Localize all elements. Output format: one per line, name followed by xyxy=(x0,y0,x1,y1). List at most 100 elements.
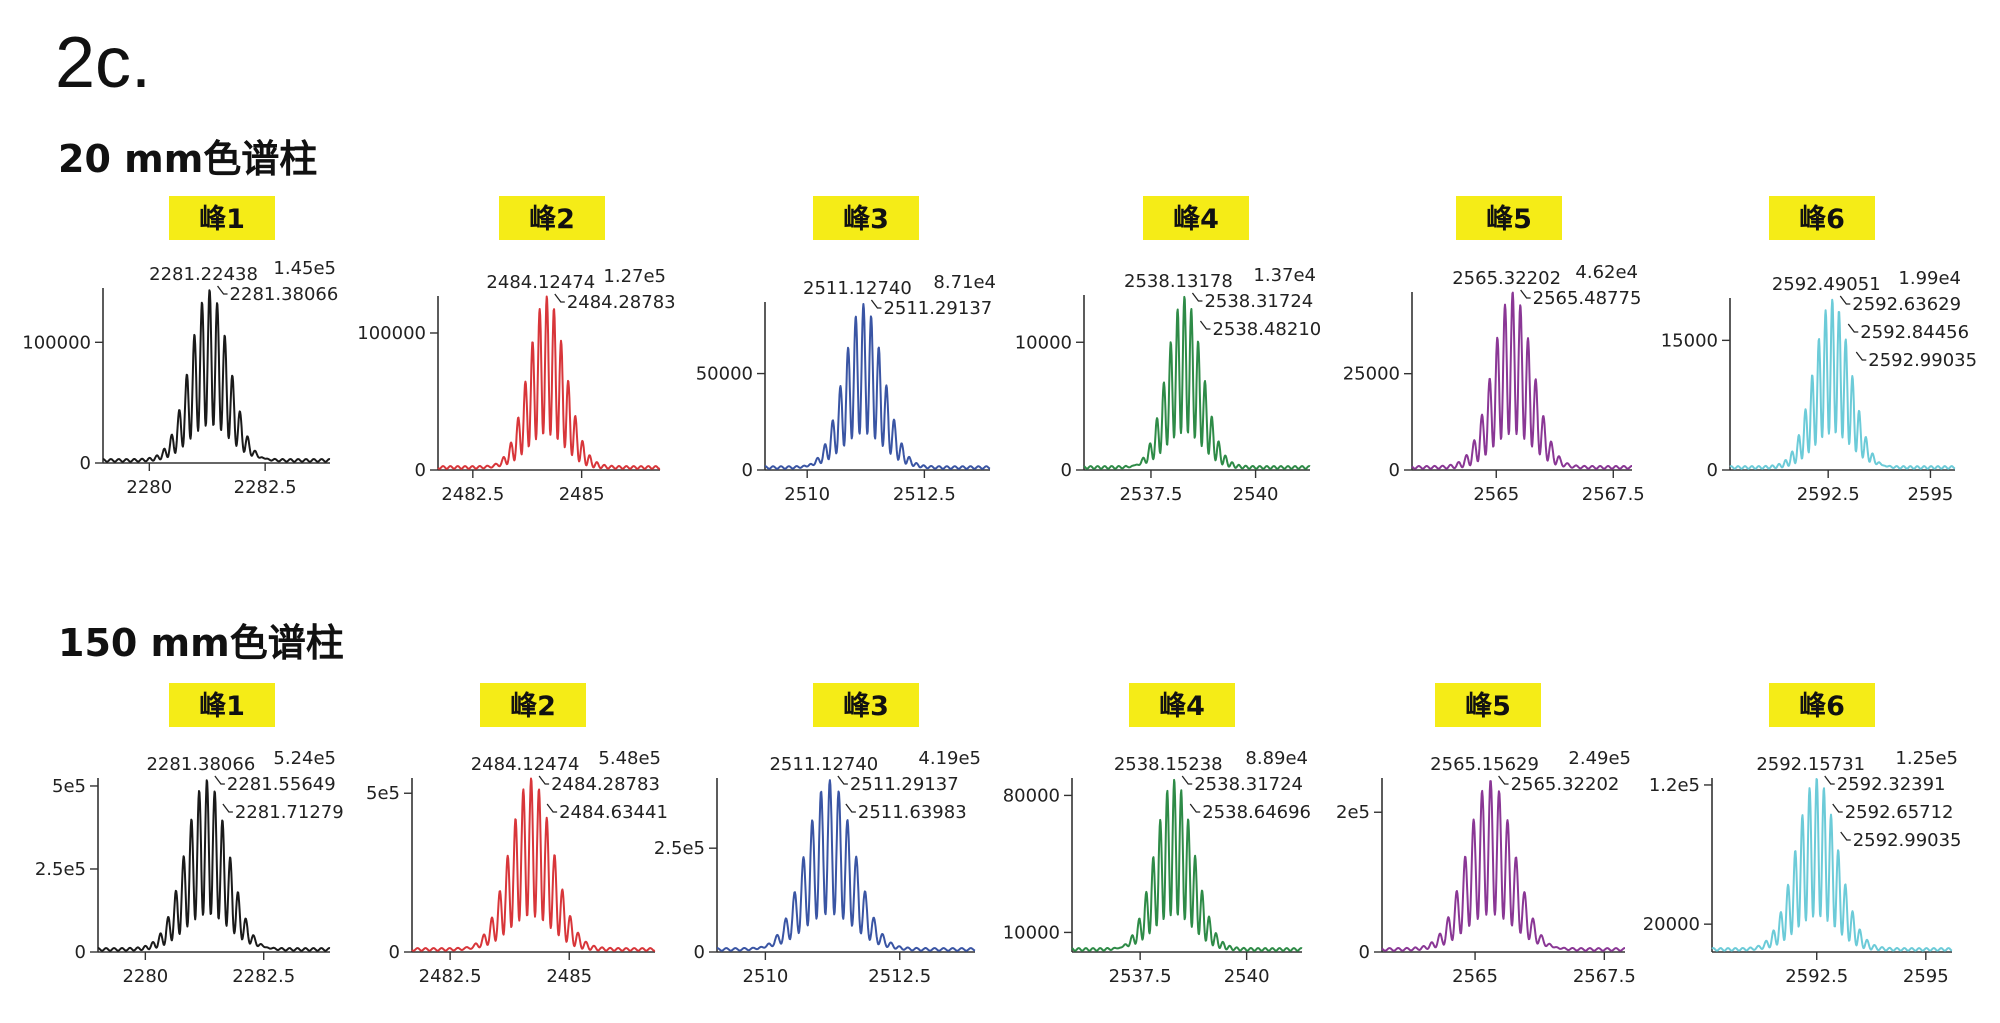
intensity-label: 5.48e5 xyxy=(598,748,661,769)
spectrum-panel: 峰5 2565 2567.5 0 25000 4.62e4 2565.322022565.4… xyxy=(1343,196,1645,505)
intensity-label: 1.27e5 xyxy=(603,266,666,287)
spectrum-trace xyxy=(1729,298,1956,470)
spectrum-trace xyxy=(1711,778,1953,952)
x-tick-label: 2485 xyxy=(559,484,605,505)
section-title-150mm: 150 mm色谱柱 xyxy=(58,621,344,665)
peak-leader-line xyxy=(845,803,856,813)
peak-mz-annotation: 2484.28783 xyxy=(567,292,676,313)
y-tick-label: 50000 xyxy=(696,364,753,385)
intensity-label: 8.89e4 xyxy=(1245,748,1308,769)
spectrum-trace xyxy=(411,777,656,952)
y-tick-label: 0 xyxy=(694,942,705,963)
x-tick-label: 2510 xyxy=(784,484,830,505)
peak-mz-annotation: 2592.49051 xyxy=(1772,274,1881,295)
peak-label-badge xyxy=(1129,683,1235,727)
spectrum-panel: 峰1 2280 2282.5 0 100000 1.45e5 2281.224382281.… xyxy=(22,196,338,498)
spectrum-panel: 峰3 2510 2512.5 0 50000 8.71e4 2511.127402511.2… xyxy=(696,196,996,505)
spectrum-panel: 峰5 2565 2567.5 0 2e5 2.49e5 2565.156292565.322… xyxy=(1336,683,1636,987)
peak-mz-annotation: 2511.12740 xyxy=(769,754,878,775)
peak-label: 峰2 xyxy=(529,204,575,235)
peak-mz-annotation: 2281.22438 xyxy=(149,264,258,285)
peak-label: 峰4 xyxy=(1159,691,1205,722)
x-tick-label: 2485 xyxy=(546,966,592,987)
spectrum-trace xyxy=(102,289,331,463)
peak-label-badge xyxy=(1456,196,1562,240)
peak-leader-line xyxy=(222,803,233,813)
x-tick-label: 2592.5 xyxy=(1797,484,1860,505)
intensity-label: 5.24e5 xyxy=(273,748,336,769)
x-tick-label: 2280 xyxy=(126,477,172,498)
peak-mz-annotation: 2511.63983 xyxy=(858,802,967,823)
spectrum-trace xyxy=(1071,778,1303,952)
x-tick-label: 2595 xyxy=(1903,966,1949,987)
peak-mz-annotation: 2511.29137 xyxy=(850,774,959,795)
peak-mz-annotation: 2592.63629 xyxy=(1852,294,1961,315)
x-tick-label: 2567.5 xyxy=(1573,966,1636,987)
peak-mz-annotation: 2565.15629 xyxy=(1430,754,1539,775)
peak-label-badge xyxy=(1435,683,1541,727)
intensity-label: 1.37e4 xyxy=(1253,265,1316,286)
x-tick-label: 2537.5 xyxy=(1109,966,1172,987)
peak-label-badge xyxy=(813,196,919,240)
peak-label: 峰5 xyxy=(1486,204,1532,235)
y-tick-label: 0 xyxy=(75,942,86,963)
x-tick-label: 2512.5 xyxy=(868,966,931,987)
peak-mz-annotation: 2592.65712 xyxy=(1845,802,1954,823)
peak-label-badge xyxy=(480,683,586,727)
peak-label: 峰6 xyxy=(1799,204,1845,235)
peak-mz-annotation: 2484.12474 xyxy=(486,272,595,293)
peak-mz-annotation: 2281.55649 xyxy=(227,774,336,795)
intensity-label: 1.25e5 xyxy=(1895,748,1958,769)
peak-leader-line xyxy=(870,299,882,309)
peak-label: 峰5 xyxy=(1465,691,1511,722)
spectrum-panel: 峰2 2482.5 2485 0 100000 1.27e5 2484.124742484.… xyxy=(357,196,676,505)
peak-leader-line xyxy=(1191,292,1203,302)
spectrum-panel: 峰6 2592.5 2595 0 15000 1.99e4 2592.490512592.6… xyxy=(1661,196,1977,505)
y-tick-label: 0 xyxy=(1359,942,1370,963)
y-tick-label: 2.5e5 xyxy=(35,859,86,880)
peak-label-badge xyxy=(1143,196,1249,240)
x-tick-label: 2565 xyxy=(1473,484,1519,505)
peak-label: 峰6 xyxy=(1799,691,1845,722)
peak-label: 峰3 xyxy=(843,691,889,722)
peak-mz-annotation: 2592.15731 xyxy=(1756,754,1865,775)
spectrum-trace xyxy=(1411,291,1633,470)
y-tick-label: 10000 xyxy=(1015,332,1072,353)
y-tick-label: 20000 xyxy=(1643,914,1700,935)
y-tick-label: 5e5 xyxy=(52,776,86,797)
peak-leader-line xyxy=(837,775,848,785)
peak-mz-annotation: 2538.64696 xyxy=(1202,802,1311,823)
peak-mz-annotation: 2281.71279 xyxy=(235,802,344,823)
peak-mz-annotation: 2484.12474 xyxy=(471,754,580,775)
peak-leader-line xyxy=(1855,351,1867,361)
x-tick-label: 2512.5 xyxy=(893,484,956,505)
intensity-label: 1.99e4 xyxy=(1898,268,1961,289)
peak-mz-annotation: 2565.32202 xyxy=(1511,774,1620,795)
peak-leader-line xyxy=(217,285,228,295)
y-tick-label: 5e5 xyxy=(366,783,400,804)
spectrum-trace xyxy=(437,295,661,470)
peak-mz-annotation: 2538.13178 xyxy=(1124,271,1233,292)
peak-leader-line xyxy=(214,775,225,785)
peak-label-badge xyxy=(499,196,605,240)
peak-leader-line xyxy=(1520,289,1531,299)
peak-mz-annotation: 2538.15238 xyxy=(1114,754,1223,775)
peak-leader-line xyxy=(1498,775,1509,785)
figure-label: 2c. xyxy=(55,23,152,103)
y-tick-label: 15000 xyxy=(1661,330,1718,351)
peak-leader-line xyxy=(1847,323,1859,333)
spectrum-trace xyxy=(716,779,976,952)
y-tick-label: 0 xyxy=(1389,460,1400,481)
peak-mz-annotation: 2592.32391 xyxy=(1837,774,1946,795)
peak-label: 峰1 xyxy=(199,691,245,722)
peak-mz-annotation: 2538.31724 xyxy=(1194,774,1303,795)
peak-label-badge xyxy=(1769,683,1875,727)
x-tick-label: 2510 xyxy=(742,966,788,987)
spectrum-panel: 峰4 2537.5 2540 0 10000 1.37e4 2538.131782538.3… xyxy=(1015,196,1321,505)
peak-mz-annotation: 2281.38066 xyxy=(146,754,255,775)
intensity-label: 4.62e4 xyxy=(1575,262,1638,283)
y-tick-label: 0 xyxy=(415,460,426,481)
y-tick-label: 0 xyxy=(80,453,91,474)
